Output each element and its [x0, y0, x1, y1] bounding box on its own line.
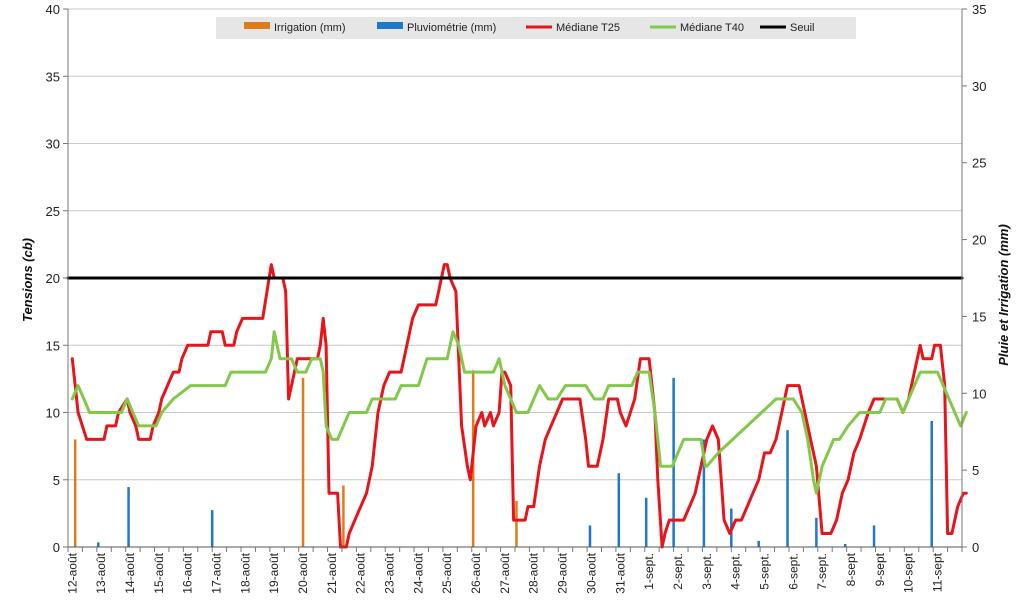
x-tick-label-7: 19-août: [267, 552, 281, 593]
x-tick-label-4: 16-août: [181, 552, 195, 593]
x-tick-label-15: 27-août: [498, 552, 512, 593]
rain-bar-12: [843, 543, 847, 547]
x-tick-label-26: 7-sept.: [815, 553, 829, 590]
x-tick-label-9: 21-août: [325, 552, 339, 593]
x-tick-label-29: 10-sept: [902, 552, 916, 593]
x-tick-label-25: 6-sept.: [786, 553, 800, 590]
x-tick-label-18: 30-août: [584, 552, 598, 593]
x-tick-label-5: 17-août: [210, 552, 224, 593]
x-tick-label-22: 3-sept.: [700, 553, 714, 590]
legend-swatch-rain: [377, 22, 403, 29]
x-tick-label-20: 1-sept.: [642, 553, 656, 590]
legend-label-t25: Médiane T25: [556, 22, 620, 34]
rain-bar-7: [702, 439, 706, 547]
y2-tick-label-20: 20: [972, 233, 986, 248]
y-tick-label-40: 40: [46, 2, 60, 17]
y2-tick-label-30: 30: [972, 79, 986, 94]
y2-tick-label-0: 0: [972, 540, 979, 555]
y-tick-label-20: 20: [46, 271, 60, 286]
y2-tick-label-15: 15: [972, 309, 986, 324]
rain-bar-10: [786, 430, 789, 547]
x-tick-label-0: 12-août: [65, 552, 79, 593]
y2-tick-label-5: 5: [972, 463, 979, 478]
y-tick-label-30: 30: [46, 137, 60, 152]
legend-label-irrigation: Irrigation (mm): [274, 22, 346, 34]
rain-bar-13: [872, 525, 876, 547]
irrigation-bar-2: [342, 485, 345, 547]
x-tick-label-6: 18-août: [238, 552, 252, 593]
y-tick-label-25: 25: [46, 204, 60, 219]
rain-bar-9: [757, 540, 760, 547]
x-tick-label-17: 29-août: [556, 552, 570, 593]
y-tick-label-0: 0: [53, 540, 60, 555]
x-tick-label-28: 9-sept: [873, 552, 887, 586]
y-tick-label-35: 35: [46, 69, 60, 84]
x-tick-label-10: 22-août: [354, 552, 368, 593]
irrigation-bar-0: [73, 439, 77, 547]
x-tick-label-11: 23-août: [383, 552, 397, 593]
y2-tick-label-25: 25: [972, 156, 986, 171]
legend-label-rain: Pluviométrie (mm): [407, 22, 496, 34]
x-tick-label-21: 2-sept.: [671, 553, 685, 590]
y-tick-label-15: 15: [46, 338, 60, 353]
rain-bar-11: [815, 517, 818, 547]
rain-bar-14: [930, 420, 933, 547]
rain-bar-5: [644, 497, 648, 547]
y-axis-title: Tensions (cb): [20, 238, 35, 322]
x-tick-label-23: 4-sept.: [729, 553, 743, 590]
y-tick-label-5: 5: [53, 473, 60, 488]
x-tick-label-14: 26-août: [469, 552, 483, 593]
legend-label-threshold: Seuil: [790, 22, 814, 34]
irrigation-bar-4: [515, 500, 518, 547]
x-tick-label-30: 11-sept: [930, 552, 944, 592]
x-tick-label-27: 8-sept: [844, 552, 858, 586]
y-tick-label-10: 10: [46, 406, 60, 421]
x-tick-label-2: 14-août: [123, 552, 137, 593]
y2-tick-label-35: 35: [972, 2, 986, 17]
rain-bar-3: [588, 525, 592, 547]
rain-bar-2: [210, 510, 214, 547]
x-tick-label-1: 13-août: [94, 552, 108, 593]
legend-label-t40: Médiane T40: [680, 22, 744, 34]
rain-bar-1: [127, 487, 130, 547]
x-tick-label-19: 31-août: [613, 552, 627, 593]
t40-line: [70, 330, 968, 495]
y2-axis-title: Pluie et Irrigation (mm): [996, 224, 1011, 366]
irrigation-bar-1: [301, 377, 305, 547]
rain-bar-4: [617, 473, 621, 547]
x-axis-ticks: 12-août 13-août 14-août 15-août 16-août 17-ao…: [65, 547, 963, 594]
rain-bar-0: [97, 542, 100, 547]
legend: Irrigation (mm) Pluviométrie (mm) Médiane …: [216, 17, 856, 39]
lines: [66, 263, 968, 549]
x-tick-label-8: 20-août: [296, 552, 310, 593]
x-tick-label-12: 24-août: [411, 552, 425, 593]
y2-axis-ticks: 0 5 10 15 20 25 30 35: [962, 2, 986, 555]
x-tick-label-24: 5-sept.: [757, 553, 771, 590]
y2-tick-label-10: 10: [972, 386, 986, 401]
x-tick-label-13: 25-août: [440, 552, 454, 593]
x-tick-label-3: 15-août: [152, 552, 166, 593]
x-tick-label-16: 28-août: [527, 552, 541, 593]
legend-swatch-irrigation: [244, 22, 270, 29]
y-axis-ticks: 0 5 10 15 20 25 30 35 40: [46, 2, 68, 555]
